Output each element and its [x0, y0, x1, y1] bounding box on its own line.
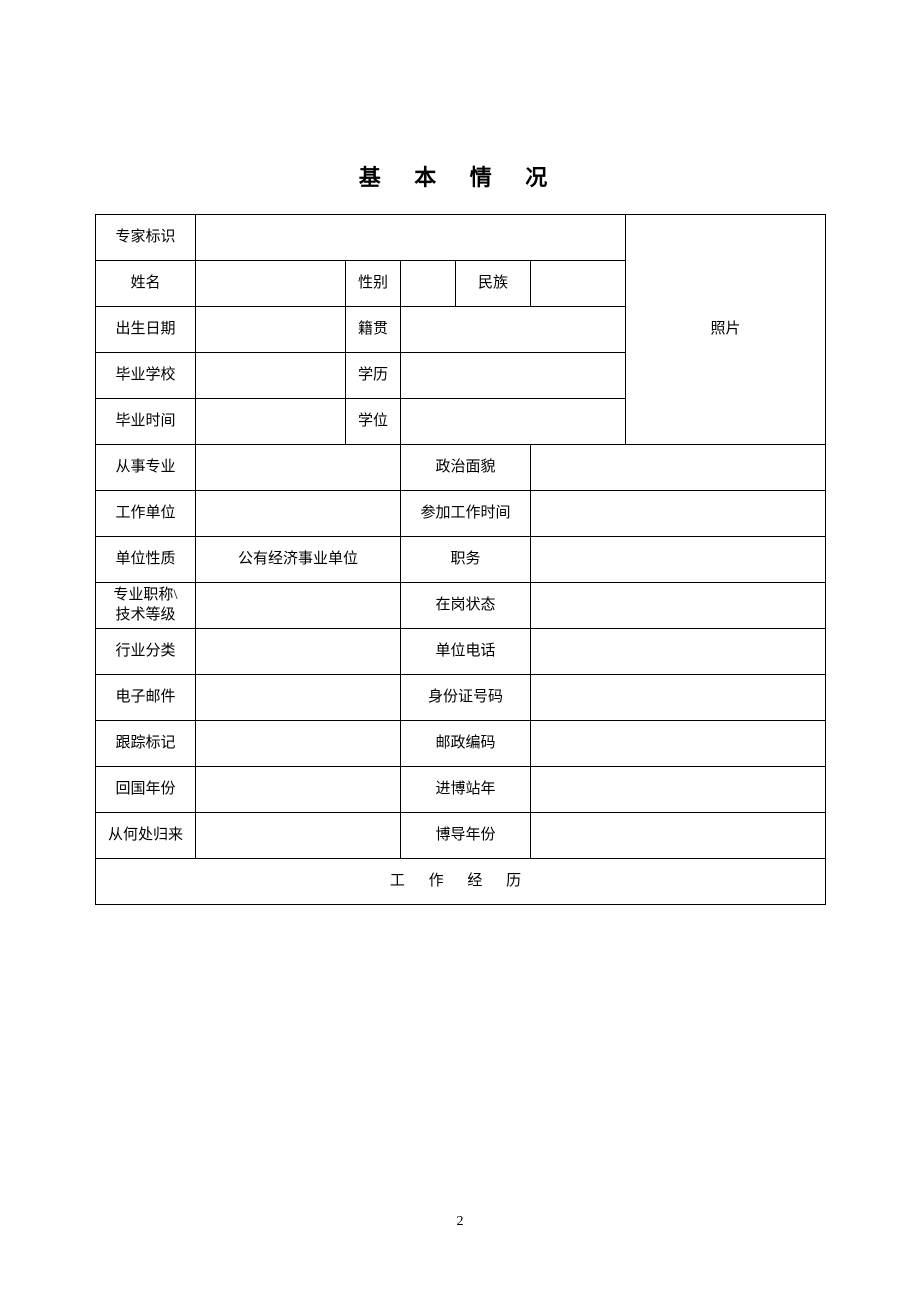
- label-political-status: 政治面貌: [401, 445, 531, 491]
- value-id-number: [531, 675, 826, 721]
- label-grad-school: 毕业学校: [96, 353, 196, 399]
- label-doctoral-year: 博导年份: [401, 813, 531, 859]
- value-doctoral-year: [531, 813, 826, 859]
- label-name: 姓名: [96, 261, 196, 307]
- label-gender: 性别: [346, 261, 401, 307]
- label-pro-title-tech: 专业职称\技术等级: [96, 583, 196, 629]
- value-expert-id: [196, 215, 626, 261]
- value-pro-title-tech: [196, 583, 401, 629]
- page-number: 2: [0, 1214, 920, 1230]
- value-industry-class: [196, 629, 401, 675]
- label-position: 职务: [401, 537, 531, 583]
- value-email: [196, 675, 401, 721]
- value-return-from: [196, 813, 401, 859]
- value-name: [196, 261, 346, 307]
- table-row: 从何处归来 博导年份: [96, 813, 826, 859]
- label-ethnicity: 民族: [456, 261, 531, 307]
- label-unit-nature: 单位性质: [96, 537, 196, 583]
- value-political-status: [531, 445, 826, 491]
- label-degree: 学位: [346, 399, 401, 445]
- value-tracking-mark: [196, 721, 401, 767]
- value-grad-time: [196, 399, 346, 445]
- value-birth-date: [196, 307, 346, 353]
- label-return-from: 从何处归来: [96, 813, 196, 859]
- label-email: 电子邮件: [96, 675, 196, 721]
- label-return-year: 回国年份: [96, 767, 196, 813]
- table-row: 专家标识 照片: [96, 215, 826, 261]
- basic-info-table: 专家标识 照片 姓名 性别 民族 出生日期 籍贯 毕业学校 学历 毕业时间: [95, 214, 826, 905]
- value-native-place: [401, 307, 626, 353]
- section-work-history: 工 作 经 历: [96, 859, 826, 905]
- table-row: 跟踪标记 邮政编码: [96, 721, 826, 767]
- label-unit-phone: 单位电话: [401, 629, 531, 675]
- label-grad-time: 毕业时间: [96, 399, 196, 445]
- value-grad-school: [196, 353, 346, 399]
- value-return-year: [196, 767, 401, 813]
- label-id-number: 身份证号码: [401, 675, 531, 721]
- table-row: 工作单位 参加工作时间: [96, 491, 826, 537]
- value-ethnicity: [531, 261, 626, 307]
- value-on-duty-status: [531, 583, 826, 629]
- value-education: [401, 353, 626, 399]
- label-tracking-mark: 跟踪标记: [96, 721, 196, 767]
- value-postdoc-year: [531, 767, 826, 813]
- page-title: 基 本 情 况: [95, 160, 825, 192]
- value-unit-nature: 公有经济事业单位: [196, 537, 401, 583]
- label-industry-class: 行业分类: [96, 629, 196, 675]
- label-expert-id: 专家标识: [96, 215, 196, 261]
- page-container: 基 本 情 况 专家标识 照片 姓名 性别 民族 出生日期 籍贯: [0, 0, 920, 905]
- value-major: [196, 445, 401, 491]
- value-work-unit: [196, 491, 401, 537]
- table-row: 从事专业 政治面貌: [96, 445, 826, 491]
- table-row: 工 作 经 历: [96, 859, 826, 905]
- label-native-place: 籍贯: [346, 307, 401, 353]
- label-postal-code: 邮政编码: [401, 721, 531, 767]
- value-gender: [401, 261, 456, 307]
- label-work-unit: 工作单位: [96, 491, 196, 537]
- value-position: [531, 537, 826, 583]
- label-on-duty-status: 在岗状态: [401, 583, 531, 629]
- value-postal-code: [531, 721, 826, 767]
- value-unit-phone: [531, 629, 826, 675]
- table-row: 专业职称\技术等级 在岗状态: [96, 583, 826, 629]
- label-postdoc-year: 进博站年: [401, 767, 531, 813]
- table-row: 行业分类 单位电话: [96, 629, 826, 675]
- table-row: 单位性质 公有经济事业单位 职务: [96, 537, 826, 583]
- label-birth-date: 出生日期: [96, 307, 196, 353]
- table-row: 回国年份 进博站年: [96, 767, 826, 813]
- label-major: 从事专业: [96, 445, 196, 491]
- label-education: 学历: [346, 353, 401, 399]
- value-join-work-time: [531, 491, 826, 537]
- value-degree: [401, 399, 626, 445]
- photo-cell: 照片: [626, 215, 826, 445]
- table-row: 电子邮件 身份证号码: [96, 675, 826, 721]
- label-join-work-time: 参加工作时间: [401, 491, 531, 537]
